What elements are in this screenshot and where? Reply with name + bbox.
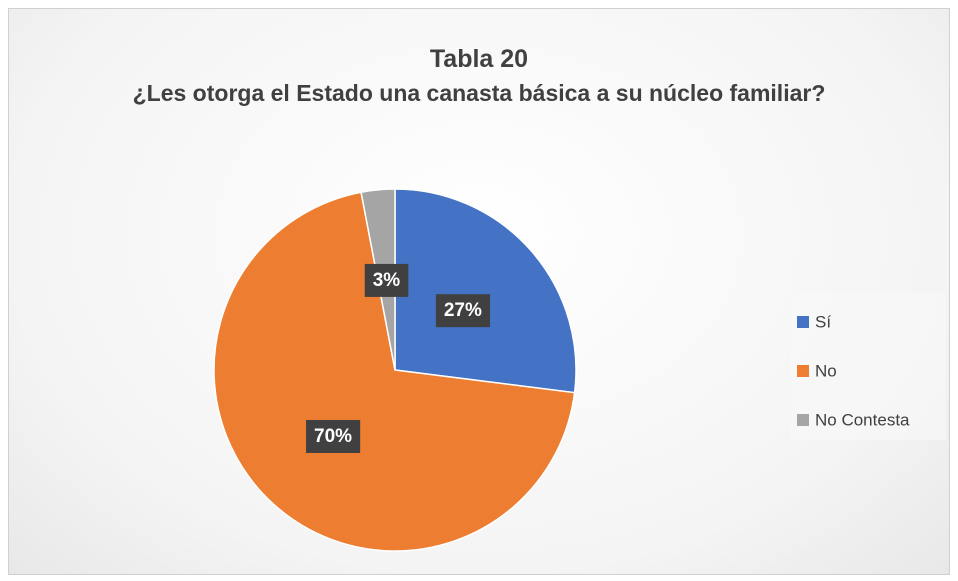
titles: Tabla 20 ¿Les otorga el Estado una canas…: [99, 42, 859, 110]
legend-box: [790, 293, 946, 440]
data-label-box: [364, 263, 409, 297]
legend-label: No Contesta: [815, 410, 910, 429]
data-label: 27%: [444, 300, 482, 321]
legend-label: No: [815, 361, 837, 380]
chart-title: Tabla 20: [429, 45, 529, 73]
pie-slice: [213, 191, 576, 552]
chart-subtitle: ¿Les otorga el Estado una canasta básica…: [132, 80, 826, 106]
data-label: 70%: [314, 426, 352, 447]
legend-swatch: [797, 316, 809, 328]
pie-slice: [394, 188, 577, 394]
legend-swatch: [797, 365, 809, 377]
legend-swatch: [797, 414, 809, 426]
data-label-box: [306, 419, 361, 453]
data-label: 3%: [373, 270, 401, 291]
data-label-box: [435, 294, 491, 328]
legend-label: Sí: [815, 312, 831, 331]
